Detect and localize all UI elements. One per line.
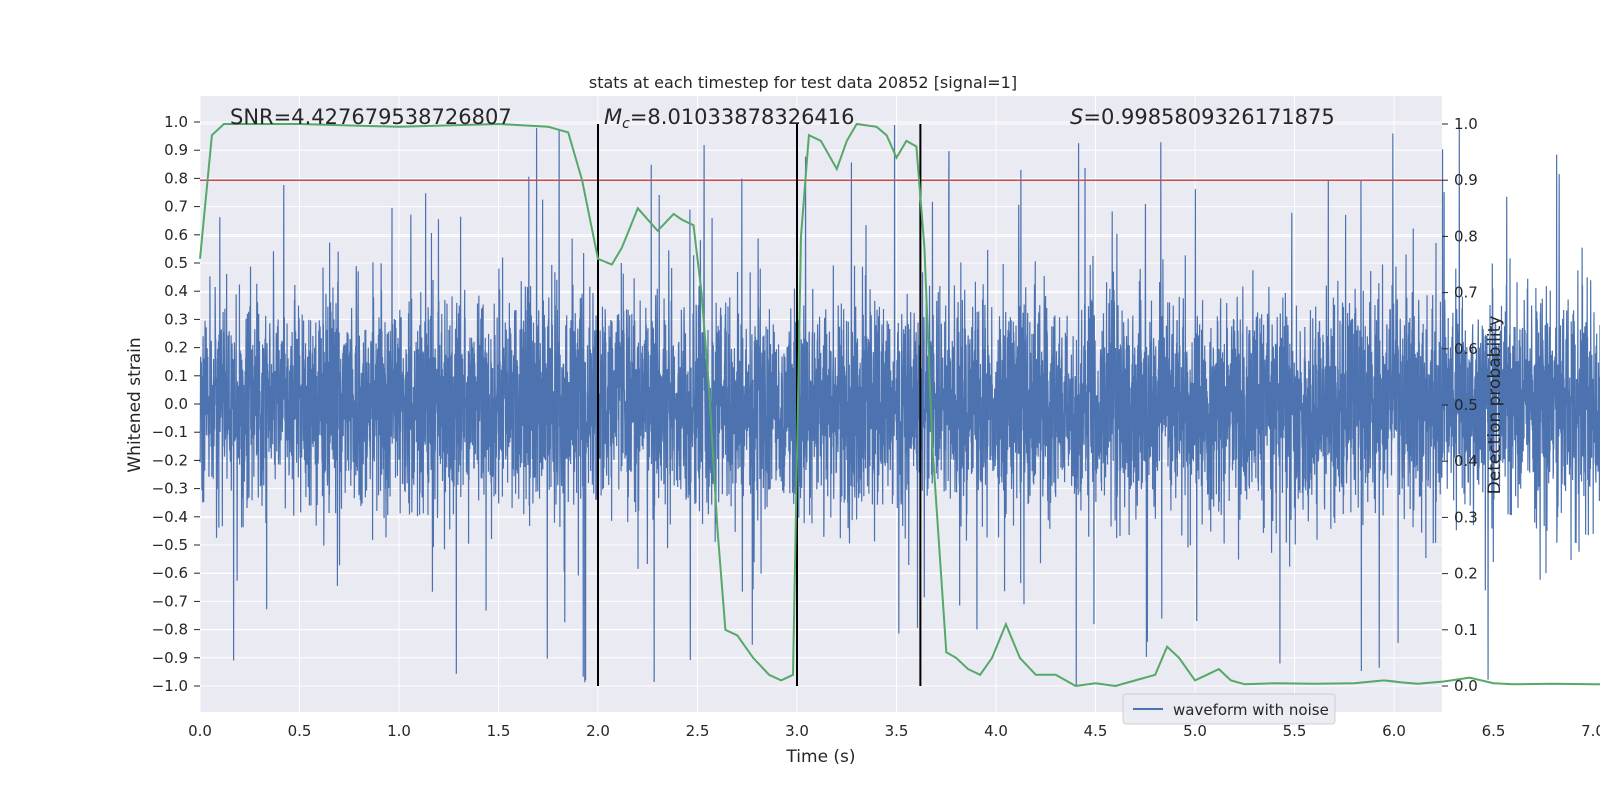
y-tick-label: 0.1 (164, 367, 188, 385)
legend: waveform with noise (1122, 693, 1336, 725)
chirp-mass-value: =8.01033878326416 (630, 105, 855, 129)
s-value: =0.9985809326171875 (1083, 105, 1334, 129)
x-tick-label: 3.5 (885, 722, 909, 740)
waveform-line (199, 124, 1600, 686)
x-tick-label: 5.0 (1183, 722, 1207, 740)
x-tick-label: 6.0 (1382, 722, 1406, 740)
x-tick-labels: 0.0 0.5 1.0 1.5 2.0 2.5 3.0 3.5 4.0 4.5 5.0 5.5 6.0 6… (188, 722, 1600, 740)
chirp-mass-symbol: M (604, 105, 622, 129)
y-tick-label: −0.8 (152, 621, 188, 639)
y-tick-label: 0.8 (164, 169, 188, 187)
y2-tick-label: 0.4 (1454, 452, 1478, 470)
legend-label: waveform with noise (1173, 701, 1329, 719)
y2-tick-label: 0.6 (1454, 340, 1478, 358)
x-tick-label: 4.0 (984, 722, 1008, 740)
y-tick-label: 0.9 (164, 141, 188, 159)
y2-tick-label: 0.2 (1454, 565, 1478, 583)
y-tick-label: 0.5 (164, 254, 188, 272)
y-tick-label: −0.4 (152, 508, 188, 526)
y-tick-label: 0.6 (164, 226, 188, 244)
x-tick-label: 6.5 (1482, 722, 1506, 740)
s-symbol: S (1070, 105, 1083, 129)
y2-tick-label: 0.9 (1454, 171, 1478, 189)
y-tick-label: −0.6 (152, 564, 188, 582)
y2-tick-labels: 1.0 0.9 0.8 0.7 0.6 0.5 0.4 0.3 0.2 0.1 0.0 (1442, 115, 1478, 695)
y2-tick-label: 0.7 (1454, 284, 1478, 302)
y-tick-label: 1.0 (164, 113, 188, 131)
chart-title: stats at each timestep for test data 208… (589, 73, 1017, 92)
chirp-mass-subscript: c (622, 116, 630, 132)
x-tick-label: 4.5 (1084, 722, 1108, 740)
y-tick-label: 0.4 (164, 282, 188, 300)
x-tick-label: 3.0 (785, 722, 809, 740)
x-tick-label: 5.5 (1283, 722, 1307, 740)
y2-tick-label: 0.3 (1454, 508, 1478, 526)
y-tick-label: 0.7 (164, 198, 188, 216)
y-tick-label: 0.2 (164, 339, 188, 357)
y-axis-label: Whitened strain (125, 337, 145, 472)
legend-box (1122, 693, 1336, 725)
s-annotation: S=0.9985809326171875 (1070, 105, 1335, 129)
x-tick-label: 2.0 (586, 722, 610, 740)
y2-tick-label: 1.0 (1454, 115, 1478, 133)
y-tick-label: −0.1 (152, 423, 188, 441)
y-tick-label: −1.0 (152, 677, 188, 695)
x-tick-label: 0.0 (188, 722, 212, 740)
x-tick-label: 1.5 (487, 722, 511, 740)
y-tick-label: −0.9 (152, 649, 188, 667)
x-axis-label: Time (s) (785, 747, 855, 767)
y2-axis-label: Detection probability (1485, 316, 1505, 495)
snr-annotation: SNR=4.427679538726807 (230, 105, 512, 129)
y2-tick-label: 0.8 (1454, 227, 1478, 245)
y2-tick-label: 0.5 (1454, 396, 1478, 414)
y-tick-label: −0.2 (152, 451, 188, 469)
y-tick-labels: 1.0 0.9 0.8 0.7 0.6 0.5 0.4 0.3 0.2 0.1 0.0 −0.1 −0.… (152, 113, 200, 695)
x-tick-label: 0.5 (288, 722, 312, 740)
y-tick-label: 0.3 (164, 310, 188, 328)
y2-tick-label: 0.0 (1454, 677, 1478, 695)
y-tick-label: −0.3 (152, 480, 188, 498)
waveform-path (199, 124, 1600, 686)
y-tick-label: −0.7 (152, 592, 188, 610)
y2-tick-label: 0.1 (1454, 621, 1478, 639)
x-tick-label: 1.0 (387, 722, 411, 740)
y-tick-label: 0.0 (164, 395, 188, 413)
chirp-mass-annotation: Mc=8.01033878326416 (604, 105, 855, 132)
x-tick-label: 2.5 (686, 722, 710, 740)
y-tick-label: −0.5 (152, 536, 188, 554)
x-tick-label: 7.0 (1581, 722, 1600, 740)
detection-probability-line (199, 122, 1600, 688)
